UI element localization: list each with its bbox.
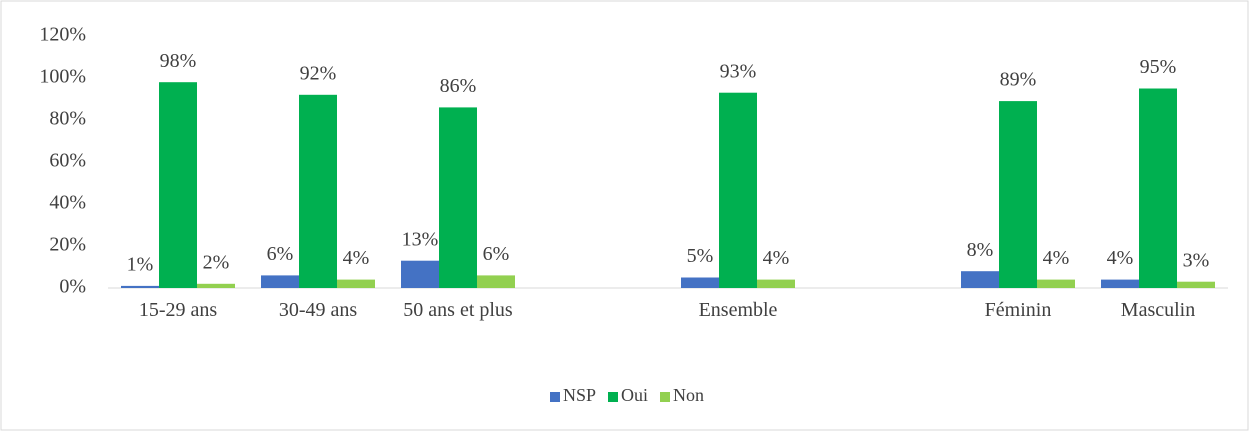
y-tick-label: 20% (49, 234, 86, 256)
value-label: 6% (267, 243, 294, 265)
value-label: 95% (1140, 56, 1177, 78)
value-label: 4% (343, 247, 370, 269)
bar (757, 279, 795, 288)
x-tick-label: 50 ans et plus (403, 299, 513, 321)
bar (121, 285, 159, 288)
bar (477, 275, 515, 288)
bar (197, 283, 235, 288)
bar (401, 260, 439, 288)
value-label: 98% (160, 50, 197, 72)
bar (719, 92, 757, 288)
value-label: 3% (1183, 249, 1210, 271)
y-tick-label: 40% (49, 192, 86, 214)
value-label: 86% (440, 75, 477, 97)
y-tick-label: 120% (39, 24, 86, 46)
bar (1037, 279, 1075, 288)
legend-label: NSP (563, 385, 596, 405)
y-tick-label: 100% (39, 66, 86, 88)
value-label: 4% (1043, 247, 1070, 269)
bar (999, 101, 1037, 288)
y-tick-label: 60% (49, 150, 86, 172)
bar (299, 94, 337, 288)
value-label: 89% (1000, 69, 1037, 91)
value-label: 1% (127, 253, 154, 275)
bar (1177, 281, 1215, 288)
legend-swatch (550, 392, 560, 402)
value-label: 2% (203, 251, 230, 273)
x-tick-label: Féminin (984, 299, 1052, 321)
x-tick-label: Ensemble (698, 299, 778, 321)
bar (439, 107, 477, 289)
bar (337, 279, 375, 288)
value-label: 8% (967, 239, 994, 261)
value-label: 92% (300, 62, 337, 84)
x-tick-label: 15-29 ans (138, 299, 218, 321)
value-label: 4% (1107, 247, 1134, 269)
bar (1101, 279, 1139, 288)
bar (159, 82, 197, 288)
x-tick-label: Masculin (1120, 299, 1196, 321)
x-tick-label: 30-49 ans (278, 299, 358, 321)
value-label: 5% (687, 245, 714, 267)
legend-label: Oui (621, 385, 648, 405)
legend-swatch (660, 392, 670, 402)
bar (1139, 88, 1177, 288)
y-tick-label: 80% (49, 108, 86, 130)
bar (261, 275, 299, 288)
bar (681, 277, 719, 288)
legend-label: Non (673, 385, 704, 405)
value-label: 6% (483, 243, 510, 265)
y-tick-label: 0% (59, 276, 86, 298)
bar (961, 271, 999, 288)
value-label: 4% (763, 247, 790, 269)
value-label: 93% (720, 60, 757, 82)
legend-swatch (608, 392, 618, 402)
value-label: 13% (402, 228, 439, 250)
